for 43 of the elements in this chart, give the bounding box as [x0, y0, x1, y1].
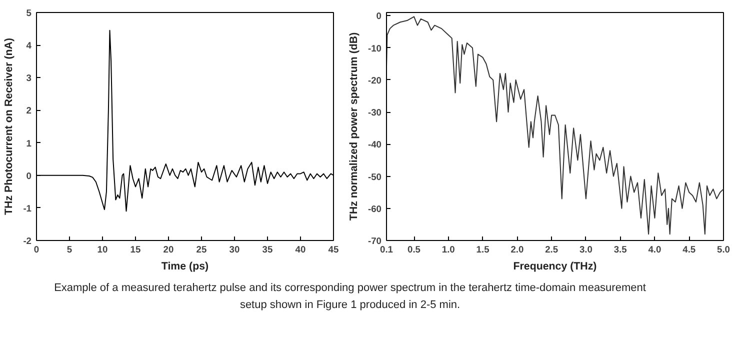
- x-tick-label: 25: [196, 244, 207, 254]
- y-axis-title: THz Photocurrent on Receiver (nA): [3, 38, 16, 216]
- text: Example of a measured terahertz pulse and its corresponding power spectrum in the terahertz time-domain measurement setup shown in Figure 1 produced in 2-5 min.: [53, 281, 647, 313]
- y-tick-label: -1: [23, 203, 32, 214]
- x-tick-label: 1.0: [442, 244, 455, 254]
- x-tick-label: 1.5: [476, 244, 490, 254]
- y-tick-label: 4: [26, 40, 32, 51]
- x-axis-title: Frequency (THz): [513, 260, 598, 272]
- x-tick-label: 0: [34, 244, 40, 254]
- x-axis-title: Time (ps): [161, 260, 210, 272]
- x-tick-label: 2.5: [545, 244, 558, 254]
- x-tick-label: 30: [229, 244, 240, 254]
- y-tick-label: -2: [23, 236, 32, 246]
- y-tick-label: -40: [368, 140, 382, 150]
- x-tick-label: 3.5: [614, 244, 627, 254]
- x-tick-label: 5.0: [717, 244, 730, 254]
- x-tick-label: 0.1: [380, 244, 393, 254]
- y-tick-label: 2: [26, 106, 32, 116]
- x-tick-label: 20: [163, 244, 174, 254]
- y-tick-label: -60: [368, 204, 382, 214]
- y-axis-title: THz normalized power spectrum (dB): [348, 32, 360, 221]
- y-tick-label: -30: [368, 108, 382, 118]
- y-tick-label: 0: [26, 170, 32, 181]
- x-tick-label: 15: [130, 244, 141, 254]
- x-tick-label: 5: [66, 244, 72, 254]
- line-series: [386, 16, 724, 235]
- x-tick-label: 4.5: [682, 244, 696, 254]
- y-tick-label: 5: [26, 8, 32, 18]
- y-tick-label: -10: [368, 43, 382, 54]
- x-tick-label: 2.0: [510, 244, 524, 254]
- y-tick-label: 3: [26, 73, 32, 84]
- y-tick-label: 1: [26, 138, 32, 148]
- x-tick-label: 3.0: [579, 244, 592, 254]
- x-tick-label: 4.0: [648, 244, 662, 254]
- x-tick-label: 45: [328, 244, 339, 254]
- x-tick-label: 10: [97, 244, 108, 254]
- y-tick-label: -70: [368, 236, 382, 246]
- y-tick-label: 0: [376, 11, 382, 22]
- x-tick-label: 35: [262, 244, 273, 254]
- x-tick-label: 40: [295, 244, 306, 254]
- y-tick-label: -50: [368, 172, 382, 182]
- y-tick-label: -20: [368, 75, 382, 86]
- x-tick-label: 0.5: [408, 244, 420, 254]
